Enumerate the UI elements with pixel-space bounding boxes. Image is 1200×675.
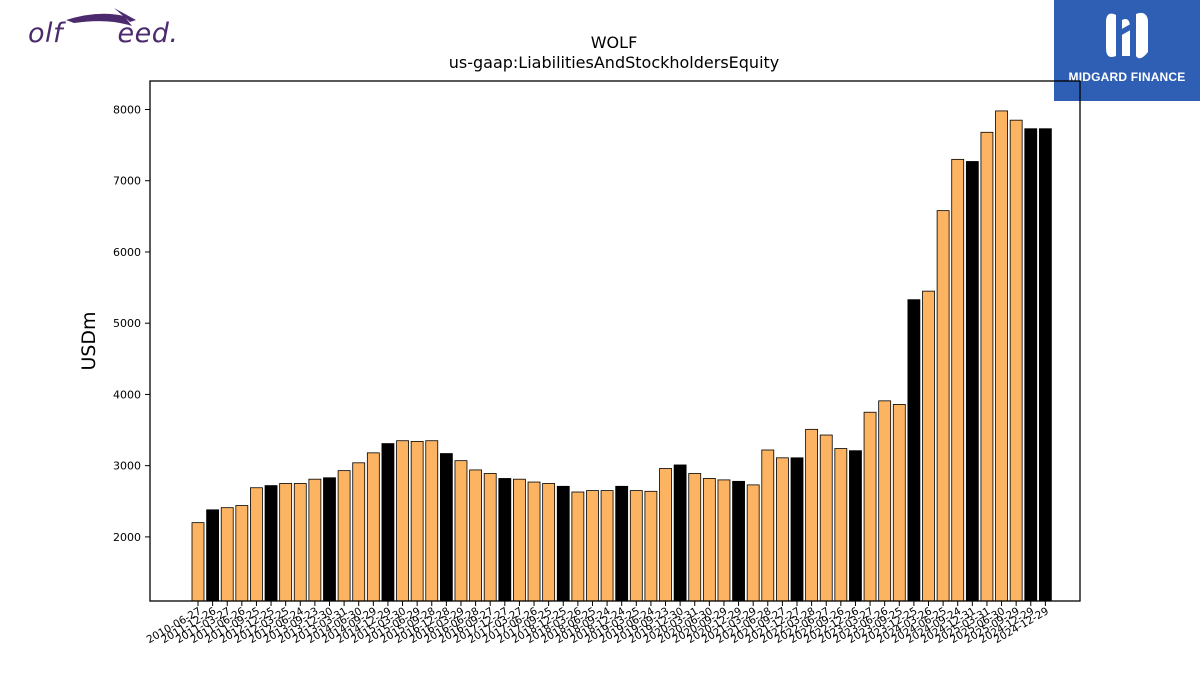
y-tick-label: 6000: [113, 246, 141, 259]
bar-2014-12-28: [454, 460, 468, 602]
logo-swoosh-icon: [66, 8, 136, 26]
y-tick-label: 7000: [113, 175, 141, 188]
bar-2018-06-24: [659, 468, 672, 602]
y-tick-label: 3000: [113, 460, 141, 473]
bar-2019-12-29: [746, 484, 760, 602]
bar-2016-06-26: [542, 483, 556, 602]
plot-frame: [149, 80, 1081, 602]
bar-2011-03-27: [235, 505, 249, 602]
wolfspeed-logo: olf eed.: [28, 6, 178, 52]
bar-2024-03-31: [995, 110, 1008, 602]
bar-2016-12-25: [571, 491, 585, 602]
bar-2022-09-25: [907, 299, 921, 602]
bar-2012-03-25: [293, 483, 307, 602]
bar-2016-09-25: [556, 485, 570, 602]
bar-2019-03-31: [702, 478, 716, 602]
bar-2014-06-29: [425, 440, 439, 602]
bar-2021-12-26: [863, 411, 877, 602]
chart-subtitle: us-gaap:LiabilitiesAndStockholdersEquity: [449, 53, 780, 72]
bar-2017-06-25: [600, 490, 614, 602]
bar-2011-09-25: [264, 485, 278, 602]
bar-series: [191, 110, 1052, 602]
bar-2023-09-24: [965, 161, 979, 602]
bar-2014-03-30: [410, 441, 424, 602]
bar-2018-12-30: [688, 473, 702, 602]
bar-2010-06-27: [191, 522, 205, 602]
logo-wordmark: olf eed.: [28, 18, 179, 49]
bar-2020-06-28: [776, 457, 789, 602]
bar-2023-03-26: [936, 210, 950, 602]
bar-2012-06-24: [308, 478, 322, 602]
midgard-finance-logo: MIDGARD FINANCE: [1054, 0, 1200, 101]
bar-2012-09-23: [323, 477, 336, 602]
bar-2022-06-26: [892, 403, 906, 602]
bar-2010-09-26: [206, 509, 220, 602]
y-tick-label: 2000: [113, 531, 141, 544]
y-tick-label: 5000: [113, 317, 141, 330]
bar-2021-06-27: [834, 448, 848, 602]
y-axis-label: USDm: [78, 311, 100, 370]
bar-2019-06-30: [717, 479, 731, 602]
bar-2011-12-25: [279, 483, 293, 602]
y-tick-label: 4000: [113, 388, 141, 401]
bar-2020-03-29: [761, 449, 775, 602]
bar-2015-09-27: [498, 478, 512, 602]
midgard-mark-icon: [1106, 12, 1148, 59]
bar-2023-12-31: [980, 131, 994, 602]
chart-title: WOLF: [591, 33, 638, 52]
bar-2013-03-24: [352, 462, 366, 602]
bar-2015-12-27: [513, 478, 526, 602]
bar-2020-12-27: [805, 428, 819, 602]
bar-2020-09-27: [790, 457, 804, 602]
bar-2024-12-29: [1038, 128, 1052, 602]
bar-2015-03-29: [469, 469, 482, 602]
bar-2024-06-30: [1009, 119, 1023, 602]
bar-2024-09-29: [1024, 128, 1038, 602]
bar-2021-09-26: [849, 450, 862, 602]
bar-2015-06-28: [483, 473, 497, 602]
bar-2018-03-25: [644, 490, 658, 602]
bar-2010-12-26: [220, 507, 234, 602]
y-axis: 2000 3000 4000 5000 6000 7000 8000: [113, 103, 150, 544]
bar-2018-09-23: [673, 464, 687, 602]
y-tick-label: 8000: [113, 103, 141, 116]
bar-2022-12-25: [922, 290, 935, 602]
bar-2014-09-28: [439, 453, 453, 602]
bar-2012-12-23: [337, 470, 351, 602]
bar-2022-03-27: [878, 400, 892, 602]
bar-2023-06-25: [951, 158, 965, 602]
x-axis: 2010-06-272011-12-262011-03-272011-06-26…: [145, 601, 1051, 646]
midgard-finance-caption: MIDGARD FINANCE: [1068, 70, 1186, 84]
bar-2017-03-26: [586, 490, 599, 602]
bar-2016-03-27: [527, 481, 541, 602]
bar-2017-12-24: [629, 490, 643, 602]
bar-2013-09-29: [381, 443, 395, 602]
bar-2019-09-29: [732, 480, 745, 602]
bar-2017-09-24: [615, 485, 629, 602]
bar-2021-03-28: [819, 434, 833, 602]
bar-2011-06-26: [250, 487, 263, 602]
bar-2013-12-29: [396, 440, 409, 602]
bar-2013-06-30: [366, 452, 380, 602]
